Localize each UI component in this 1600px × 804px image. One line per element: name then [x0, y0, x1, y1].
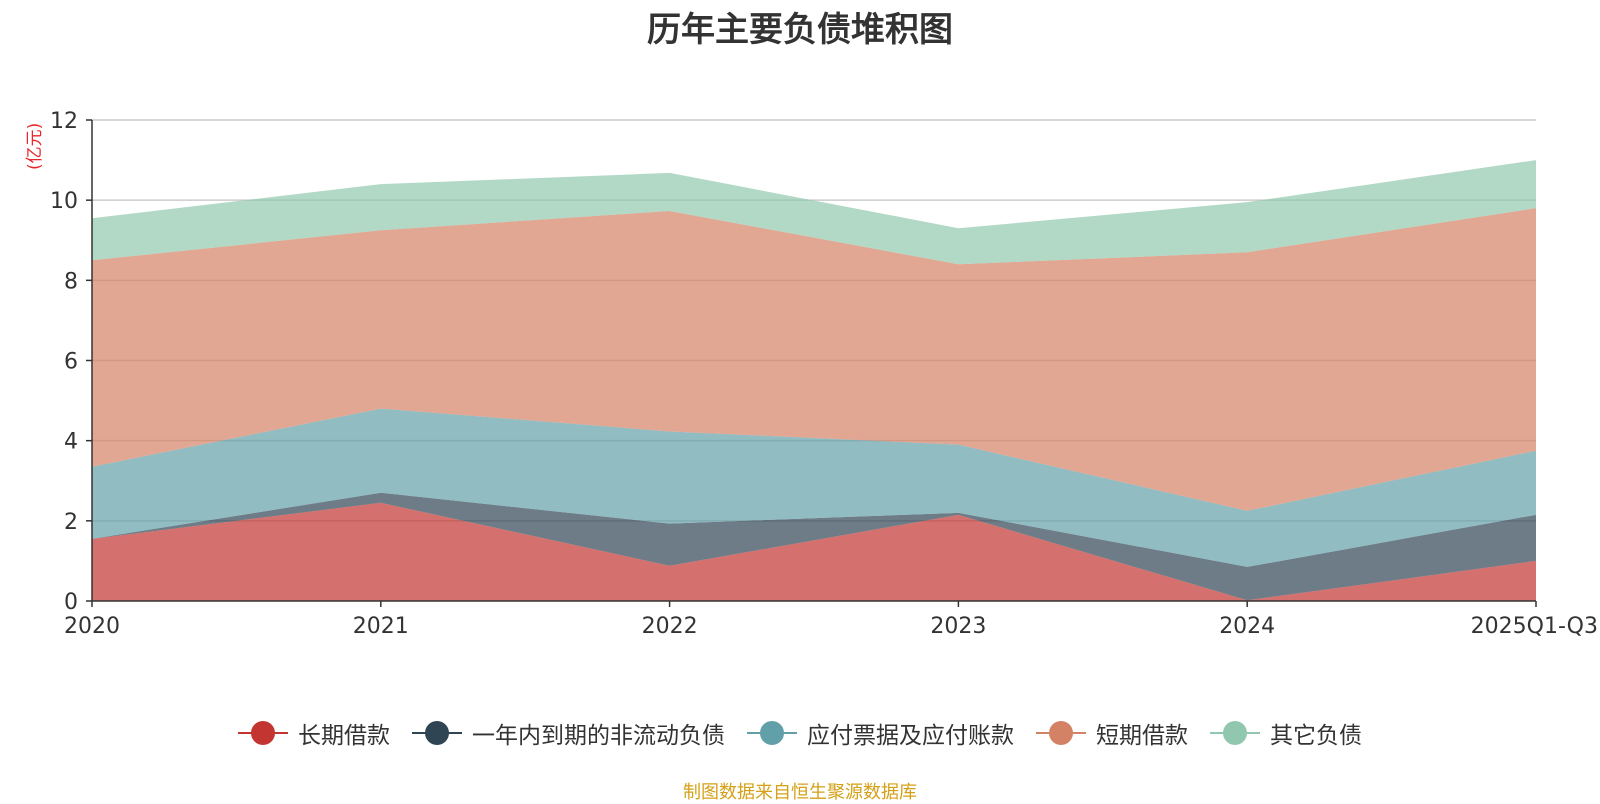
legend-marker-icon	[412, 721, 462, 745]
legend-item-0[interactable]: 长期借款	[238, 716, 390, 750]
x-tick-label: 2020	[64, 614, 120, 639]
legend-label: 应付票据及应付账款	[807, 716, 1014, 750]
legend-label: 长期借款	[298, 716, 390, 750]
y-tick-label: 12	[50, 109, 78, 134]
x-tick-label: 2024	[1219, 614, 1275, 639]
legend-marker-icon	[747, 721, 797, 745]
x-tick-label: 2023	[930, 614, 986, 639]
y-tick-label: 0	[64, 590, 78, 615]
y-tick-label: 10	[50, 189, 78, 214]
legend-item-1[interactable]: 一年内到期的非流动负债	[412, 716, 725, 750]
area-layer	[92, 160, 1536, 601]
y-tick-label: 2	[64, 510, 78, 535]
legend-marker-icon	[1036, 721, 1086, 745]
legend: 长期借款 一年内到期的非流动负债 应付票据及应付账款 短期借款 其它负债	[0, 716, 1600, 750]
legend-item-2[interactable]: 应付票据及应付账款	[747, 716, 1014, 750]
legend-label: 短期借款	[1096, 716, 1188, 750]
legend-marker-icon	[238, 721, 288, 745]
x-tick-label: 2025Q1-Q3	[1471, 614, 1598, 639]
x-tick-label: 2021	[353, 614, 409, 639]
stacked-area-chart: 0 2 4 6 8 10 12 2020 2021 2022 2023 2024 2025Q1-Q3	[0, 0, 1600, 700]
legend-item-4[interactable]: 其它负债	[1210, 716, 1362, 750]
y-tick-label: 4	[64, 430, 78, 455]
legend-marker-icon	[1210, 721, 1260, 745]
x-tick-label: 2022	[642, 614, 698, 639]
source-note: 制图数据来自恒生聚源数据库	[0, 778, 1600, 804]
legend-label: 其它负债	[1270, 716, 1362, 750]
legend-item-3[interactable]: 短期借款	[1036, 716, 1188, 750]
y-tick-label: 8	[64, 269, 78, 294]
legend-label: 一年内到期的非流动负债	[472, 716, 725, 750]
y-tick-label: 6	[64, 350, 78, 375]
